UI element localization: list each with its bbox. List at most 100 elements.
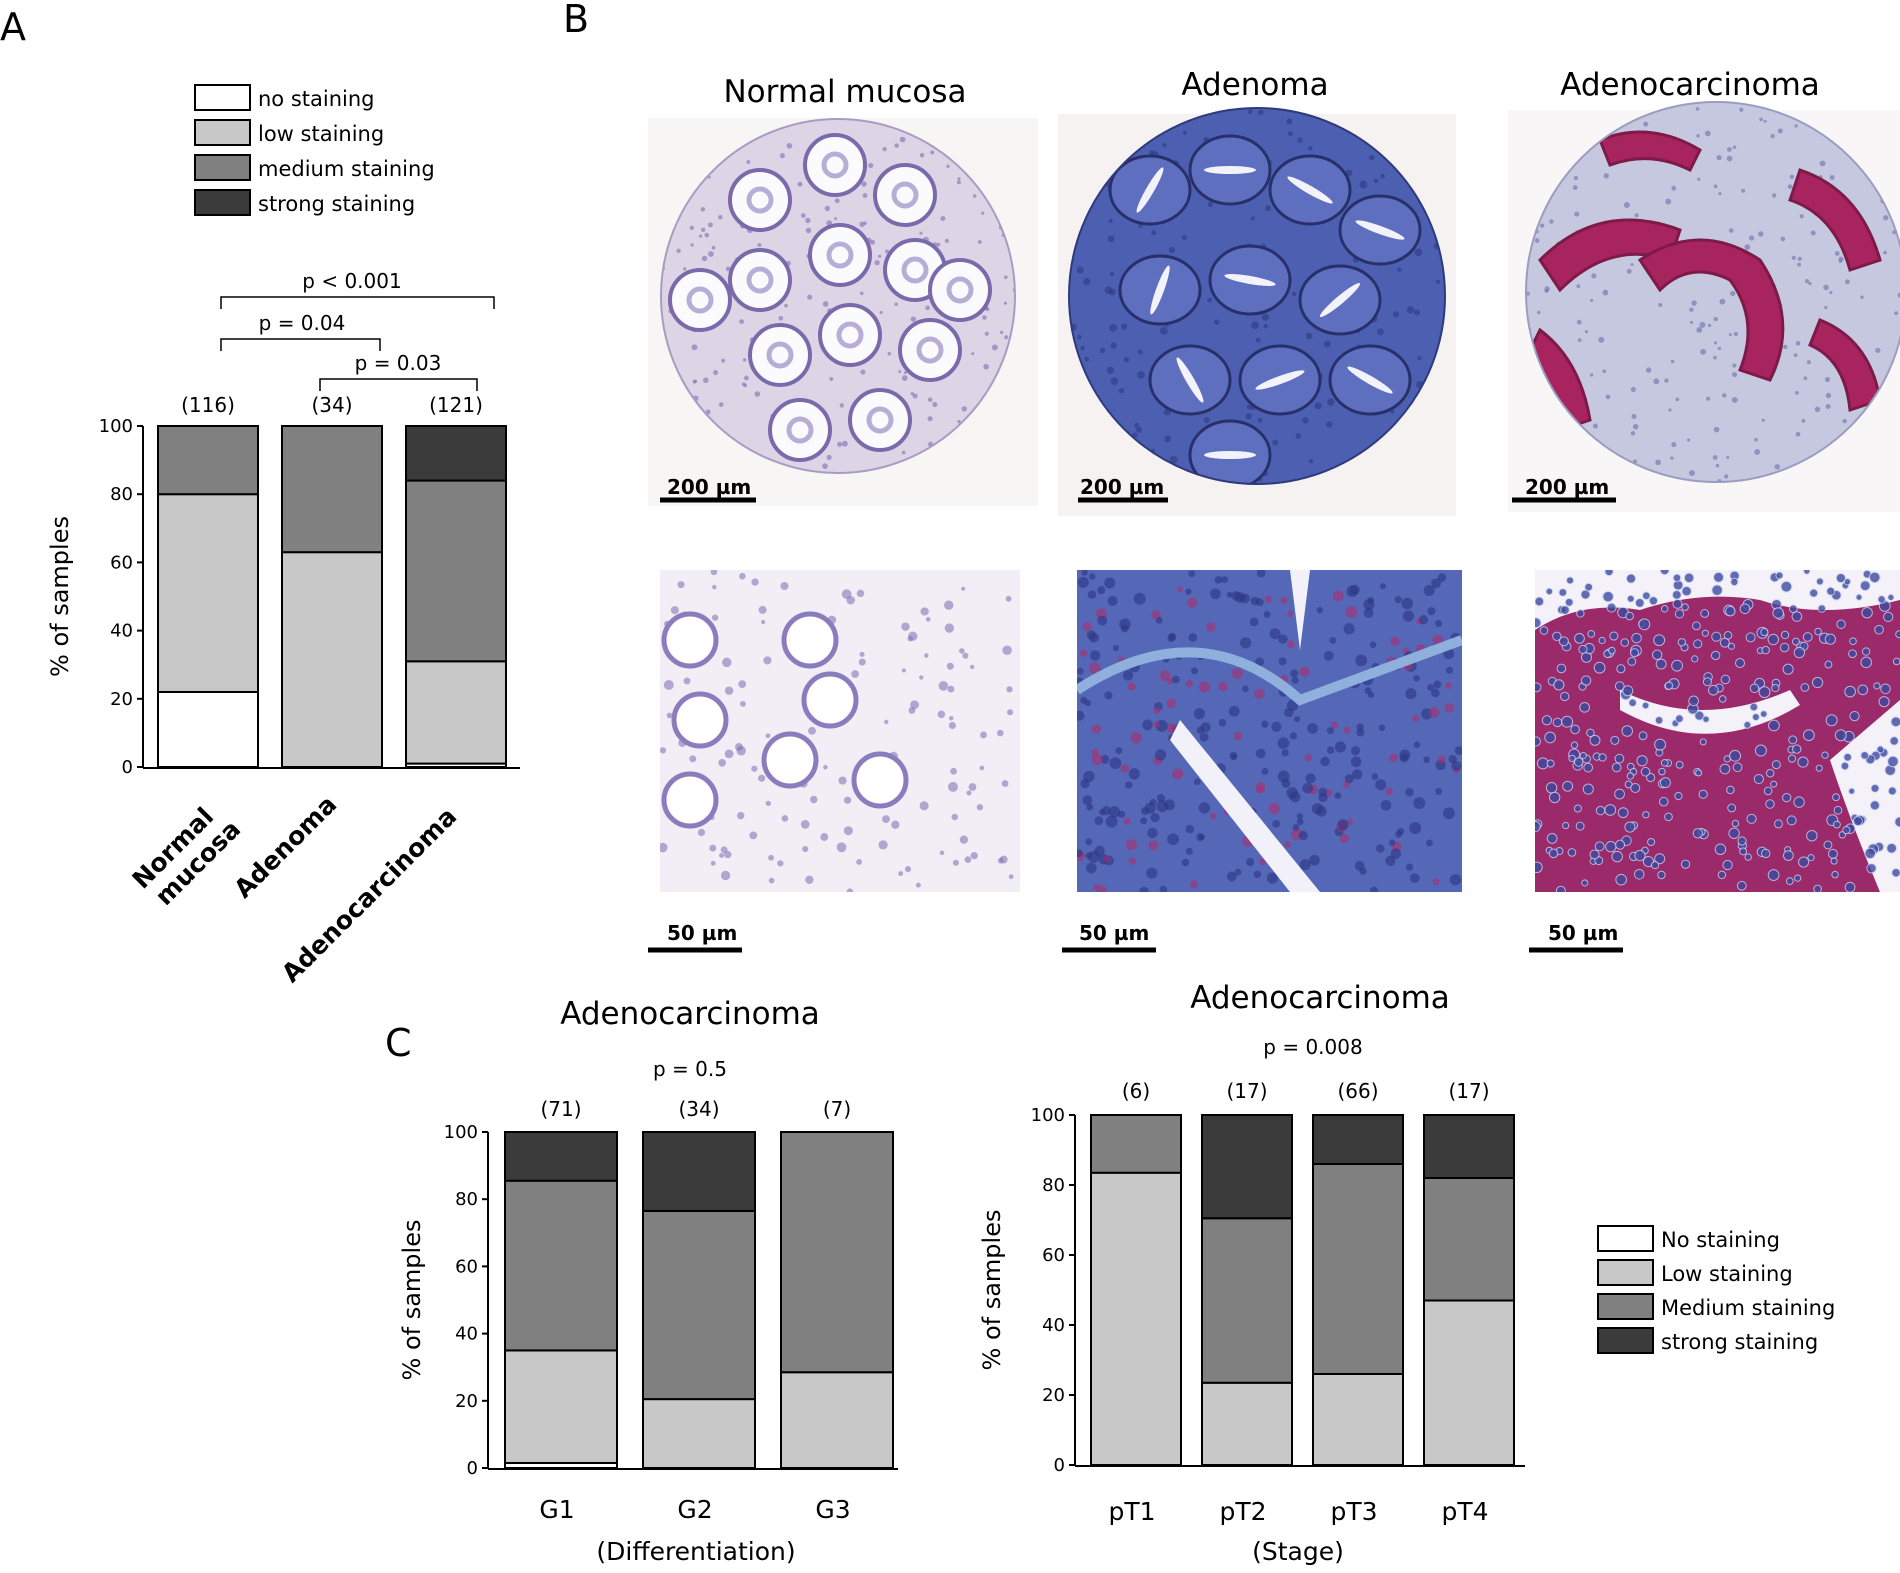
cell-dot bbox=[949, 722, 956, 729]
tissue-dot bbox=[1808, 282, 1811, 285]
tissue-dot bbox=[1577, 320, 1582, 325]
cell-dot bbox=[857, 590, 864, 597]
cell-dot bbox=[1294, 716, 1300, 722]
nucleus bbox=[1631, 784, 1640, 793]
tissue-dot bbox=[1077, 335, 1082, 340]
tissue-dot bbox=[1326, 421, 1332, 427]
cell-dot bbox=[1113, 645, 1119, 651]
cell-dot bbox=[1090, 650, 1100, 660]
bar-segment-adenocarcinoma-3 bbox=[406, 426, 506, 481]
tissue-dot bbox=[1256, 338, 1261, 343]
tissue-dot bbox=[1775, 464, 1780, 469]
y-axis-label: % of samples bbox=[398, 1220, 426, 1381]
tissue-dot bbox=[1077, 267, 1084, 274]
cell-dot bbox=[1210, 813, 1216, 819]
nucleus bbox=[1737, 881, 1746, 890]
tissue-dot bbox=[699, 234, 702, 237]
tissue-dot bbox=[1183, 131, 1187, 135]
n-label: (66) bbox=[1337, 1079, 1378, 1103]
cell-dot bbox=[1160, 886, 1168, 894]
cell-dot bbox=[823, 765, 827, 769]
cell-dot bbox=[711, 569, 718, 576]
tissue-dot bbox=[746, 160, 750, 164]
nucleus bbox=[1635, 850, 1645, 860]
nucleus bbox=[1755, 745, 1766, 756]
tissue-dot bbox=[1727, 147, 1732, 152]
tissue-dot bbox=[713, 370, 718, 375]
tissue-dot bbox=[691, 243, 694, 246]
cell-dot bbox=[768, 855, 774, 861]
tissue-dot bbox=[1138, 349, 1143, 354]
cell-dot bbox=[1389, 839, 1395, 845]
goblet-cell bbox=[764, 734, 816, 786]
bar-segment-adenoma-2 bbox=[282, 426, 382, 552]
tissue-dot bbox=[1308, 146, 1313, 151]
nucleus bbox=[1825, 661, 1832, 668]
tissue-dot bbox=[1778, 128, 1783, 133]
nucleus bbox=[1621, 639, 1629, 647]
tissue-dot bbox=[1602, 290, 1608, 296]
nucleus bbox=[1766, 800, 1775, 809]
tissue-dot bbox=[1714, 185, 1718, 189]
tissue-dot bbox=[1292, 292, 1296, 296]
cell-dot bbox=[1083, 795, 1093, 805]
cell-dot bbox=[1153, 707, 1160, 714]
tissue-dot bbox=[1000, 331, 1003, 334]
nucleus bbox=[1672, 660, 1683, 671]
cell-dot bbox=[1140, 817, 1147, 824]
cell-dot bbox=[1077, 668, 1084, 675]
cell-dot bbox=[1281, 749, 1288, 756]
cell-dot bbox=[711, 861, 716, 866]
svg-text:50 µm: 50 µm bbox=[1548, 921, 1618, 945]
nucleus bbox=[1812, 677, 1822, 687]
tissue-dot bbox=[1671, 442, 1676, 447]
tissue-dot bbox=[708, 222, 713, 227]
y-axis-label: % of samples bbox=[978, 1210, 1006, 1371]
cell-dot bbox=[1381, 800, 1392, 811]
nucleus bbox=[1655, 739, 1666, 750]
tissue-dot bbox=[1359, 181, 1367, 189]
cell-dot bbox=[1391, 848, 1402, 859]
goblet-cell bbox=[804, 674, 856, 726]
y-tick-label: 20 bbox=[455, 1391, 478, 1412]
nucleus bbox=[1738, 837, 1746, 845]
nucleus bbox=[1810, 589, 1818, 597]
tissue-dot bbox=[1537, 311, 1540, 314]
cell-dot bbox=[920, 801, 929, 810]
cell-dot bbox=[952, 814, 958, 820]
cell-dot bbox=[1278, 771, 1290, 783]
nucleus bbox=[1634, 870, 1644, 880]
cell-dot bbox=[1177, 586, 1183, 592]
goblet-cell bbox=[674, 694, 726, 746]
legend-swatch-0 bbox=[1598, 1226, 1653, 1251]
nucleus bbox=[1594, 662, 1605, 673]
cell-dot bbox=[1082, 569, 1088, 575]
nucleus bbox=[1648, 838, 1655, 845]
cell-dot bbox=[1188, 633, 1197, 642]
nucleus bbox=[1721, 675, 1730, 684]
cell-dot bbox=[1146, 868, 1157, 879]
y-tick-label: 100 bbox=[99, 416, 133, 437]
tissue-dot bbox=[1111, 377, 1119, 385]
cell-dot bbox=[1075, 711, 1085, 721]
tissue-dot bbox=[835, 198, 840, 203]
tissue-dot bbox=[1204, 417, 1210, 423]
nucleus bbox=[1588, 631, 1595, 638]
nucleus bbox=[1890, 737, 1899, 746]
cell-dot bbox=[761, 620, 765, 624]
nucleus bbox=[1574, 758, 1582, 766]
nucleus bbox=[1596, 806, 1604, 814]
cell-dot bbox=[1268, 803, 1279, 814]
cell-dot bbox=[1080, 697, 1087, 704]
chart-title: Adenocarcinoma bbox=[560, 996, 820, 1032]
cell-dot bbox=[1234, 732, 1243, 741]
scale-bar-50-normal: 50 µm bbox=[648, 921, 742, 950]
cell-dot bbox=[879, 840, 888, 849]
nucleus bbox=[1807, 831, 1817, 841]
nucleus bbox=[1699, 790, 1707, 798]
cell-dot bbox=[1094, 816, 1103, 825]
tissue-dot bbox=[971, 352, 974, 355]
nucleus bbox=[1732, 820, 1738, 826]
tissue-dot bbox=[780, 153, 785, 158]
